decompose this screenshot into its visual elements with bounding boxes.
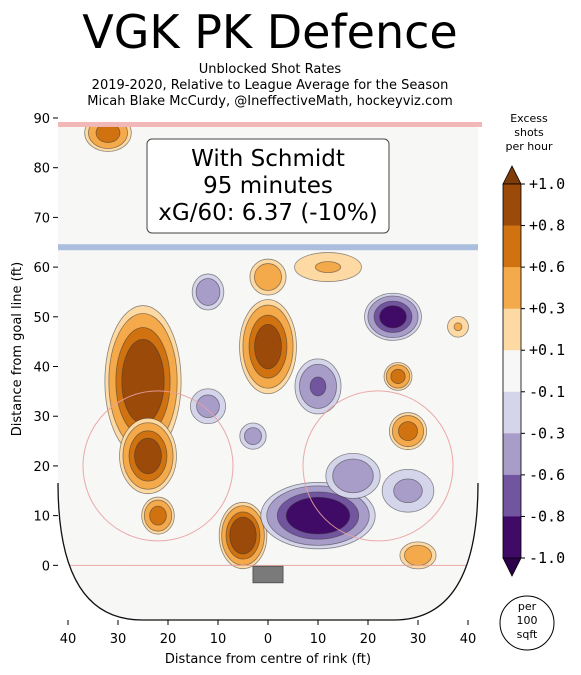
area-badge [499, 595, 555, 651]
colorbar-tick-label: +0.6 [529, 258, 565, 276]
colorbar-tick-label: -0.6 [529, 466, 565, 484]
centre-red-line [58, 121, 482, 127]
contour-blob-16 [196, 394, 220, 419]
info-box-line-3: xG/60: 6.37 (-10%) [158, 200, 377, 226]
y-tick-label: 10 [33, 510, 50, 525]
area-badge-line-2: 100 [517, 614, 538, 627]
x-tick-label: 40 [60, 632, 77, 647]
colorbar-bin-8 [503, 516, 521, 559]
contour-blob-17 [244, 427, 262, 445]
colorbar-bin-0 [503, 184, 521, 227]
y-tick-label: 0 [42, 559, 50, 574]
contour-blob-11 [453, 322, 463, 332]
area-badge-line-1: per [518, 600, 537, 613]
contour-blob-7 [314, 261, 342, 274]
colorbar-bin-2 [503, 267, 521, 310]
x-tick-label: 20 [360, 632, 377, 647]
contour-blob-6 [254, 263, 282, 291]
area-badge-line-3: sqft [517, 628, 538, 641]
subtitle-line-3: Micah Blake McCurdy, @IneffectiveMath, h… [87, 94, 453, 109]
colorbar-tick-label: +0.8 [529, 217, 565, 235]
y-tick-label: 90 [33, 112, 50, 127]
info-box-line-2: 95 minutes [203, 173, 333, 199]
colorbar-frame [502, 183, 522, 559]
y-tick-label: 30 [33, 410, 50, 425]
colorbar-bin-1 [503, 225, 521, 268]
contour-blob-3 [149, 505, 167, 526]
colorbar-tick-label: -0.8 [529, 507, 565, 525]
faceoff-circle-right [302, 390, 454, 542]
rink-markings [58, 390, 478, 566]
colorbar-tick-label: -0.3 [529, 424, 565, 442]
goal-net [252, 565, 284, 584]
x-tick-label: 40 [460, 632, 477, 647]
y-tick-label: 80 [33, 162, 50, 177]
density-contours [84, 122, 469, 570]
y-tick-label: 20 [33, 460, 50, 475]
subtitle-line-2: 2019-2020, Relative to League Average fo… [91, 78, 449, 93]
colorbar-bin-4 [503, 350, 521, 393]
y-tick-label: 40 [33, 361, 50, 376]
faceoff-circle-left [82, 390, 234, 542]
y-tick-label: 60 [33, 261, 50, 276]
x-tick-label: 30 [410, 632, 427, 647]
contour-blob-8 [390, 368, 406, 384]
contour-blob-1 [134, 437, 162, 475]
colorbar-under-arrow [502, 557, 522, 577]
colorbar-bin-7 [503, 474, 521, 517]
contour-blob-13 [379, 305, 407, 329]
y-tick-label: 50 [33, 311, 50, 326]
colorbar-tick-label: +0.3 [529, 300, 565, 318]
contour-blob-10 [404, 544, 432, 566]
contour-blob-5 [254, 324, 282, 370]
page-title: VGK PK Defence [82, 5, 458, 59]
y-tick-label: 70 [33, 211, 50, 226]
colorbar-tick-label: +1.0 [529, 175, 565, 193]
colorbar-bin-3 [503, 308, 521, 351]
colorbar-label-line-1: Excess [510, 112, 548, 125]
contour-blob-19 [393, 478, 423, 504]
info-box [146, 138, 390, 234]
colorbar-over-arrow [502, 165, 522, 185]
contour-blob-0 [121, 338, 165, 424]
colorbar-bin-5 [503, 391, 521, 434]
info-box-line-1: With Schmidt [191, 146, 345, 172]
colorbar-label-line-2: shots [514, 126, 544, 139]
contour-blob-18 [332, 458, 374, 494]
y-axis-label: Distance from goal line (ft) [10, 262, 25, 436]
rink-surface [58, 122, 478, 620]
blue-line [58, 244, 478, 251]
colorbar-bin-6 [503, 433, 521, 476]
x-tick-label: 10 [310, 632, 327, 647]
contour-blob-4 [229, 516, 257, 555]
contour-blob-12 [285, 496, 351, 535]
colorbar-tick-label: +0.1 [529, 341, 565, 359]
x-tick-label: 10 [210, 632, 227, 647]
contour-blob-15 [195, 278, 221, 306]
x-axis-label: Distance from centre of rink (ft) [165, 652, 371, 667]
colorbar-label-line-3: per hour [506, 140, 553, 153]
subtitle-line-1: Unblocked Shot Rates [198, 62, 342, 77]
contour-blob-14 [309, 376, 327, 397]
colorbar-tick-label: -0.1 [529, 383, 565, 401]
colorbar-tick-label: -1.0 [529, 549, 565, 567]
x-tick-label: 0 [264, 632, 272, 647]
x-tick-label: 20 [160, 632, 177, 647]
x-tick-label: 30 [110, 632, 127, 647]
contour-blob-9 [398, 421, 418, 442]
